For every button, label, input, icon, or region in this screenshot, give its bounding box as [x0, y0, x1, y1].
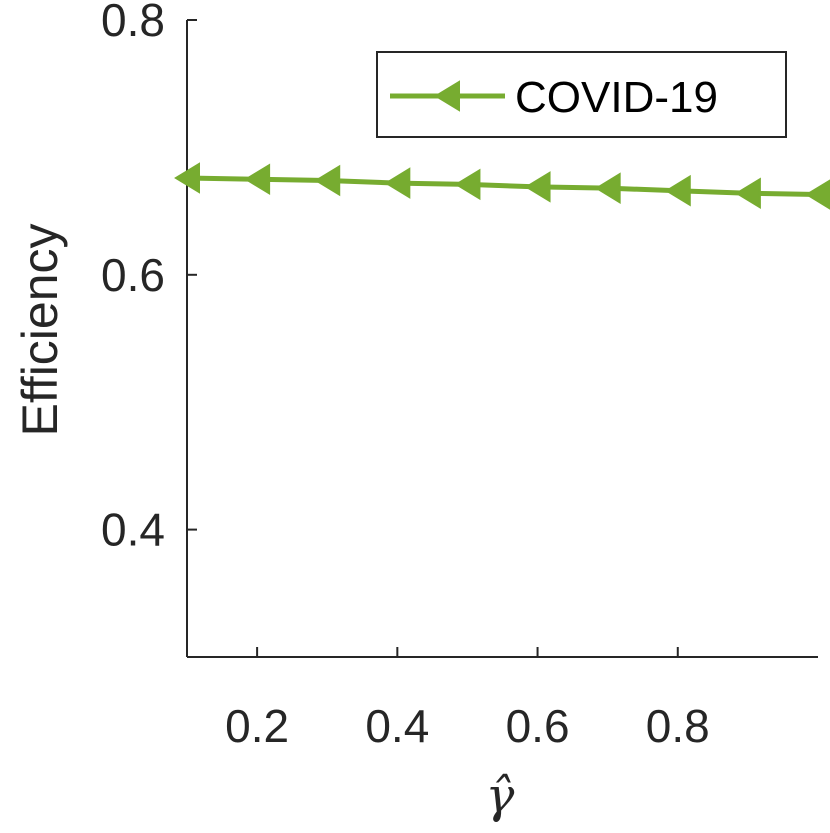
data-point — [314, 164, 341, 197]
x-tick-label: 0.8 — [646, 700, 710, 752]
x-axis-label: γ̂ — [486, 768, 515, 824]
series-line — [186, 175, 819, 198]
data-point — [384, 167, 411, 199]
x-tick-label: 0.2 — [225, 700, 289, 752]
legend-entry-label: COVID-19 — [515, 73, 718, 122]
data-point — [805, 179, 830, 210]
series-layer — [174, 162, 830, 210]
data-point — [174, 162, 200, 194]
legend: COVID-19 — [376, 51, 787, 138]
data-point — [664, 174, 691, 207]
y-tick-label: 0.4 — [101, 504, 165, 556]
y-axis-label: Efficiency — [12, 223, 68, 436]
axes — [186, 20, 818, 658]
legend-marker — [434, 80, 460, 112]
x-tick-label: 0.4 — [365, 700, 429, 752]
data-point — [454, 168, 481, 201]
data-point — [734, 177, 761, 210]
ticks: 0.2 0.4 0.6 0.8 0.4 0.6 0.8 — [101, 0, 710, 752]
data-point — [594, 172, 621, 204]
data-point — [244, 163, 271, 196]
x-tick-label: 0.6 — [506, 700, 570, 752]
data-point — [524, 171, 551, 203]
y-tick-label: 0.8 — [101, 0, 165, 46]
y-tick-label: 0.6 — [101, 249, 165, 301]
